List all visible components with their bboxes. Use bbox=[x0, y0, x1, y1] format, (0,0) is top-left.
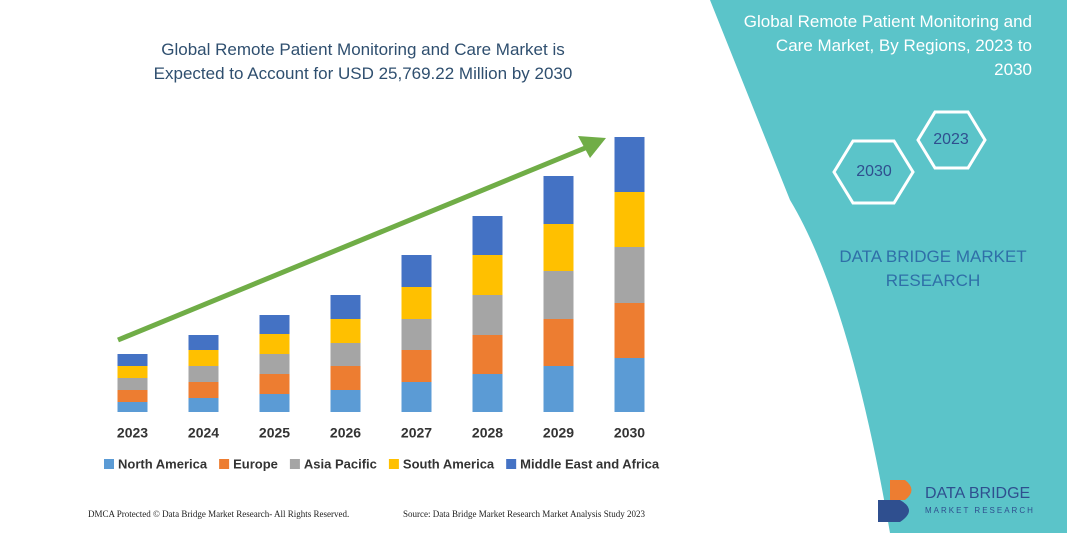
bar-segment bbox=[188, 335, 219, 350]
x-tick-label: 2027 bbox=[401, 425, 432, 441]
trend-arrow-head bbox=[578, 136, 606, 158]
x-tick-label: 2024 bbox=[188, 425, 219, 441]
chart-title: Global Remote Patient Monitoring and Car… bbox=[153, 40, 573, 83]
bar-segment bbox=[330, 319, 361, 343]
legend-swatch bbox=[219, 459, 230, 469]
legend-label: North America bbox=[118, 456, 208, 471]
legend-swatch bbox=[104, 459, 114, 469]
hexagon bbox=[832, 139, 915, 205]
x-tick-label: 2025 bbox=[259, 425, 290, 441]
bar-segment bbox=[330, 295, 361, 319]
footer-right: Source: Data Bridge Market Research Mark… bbox=[403, 509, 645, 519]
bar-segment bbox=[117, 390, 148, 402]
bar-segment bbox=[259, 315, 290, 334]
bar-segment bbox=[472, 255, 503, 295]
bar-segment bbox=[259, 374, 290, 394]
hexagon-label: 2030 bbox=[856, 163, 892, 180]
bar-segment bbox=[117, 402, 148, 412]
x-tick-label: 2023 bbox=[117, 425, 148, 441]
bar-segment bbox=[543, 366, 574, 412]
bar-segment bbox=[117, 378, 148, 390]
bar-segment bbox=[259, 354, 290, 374]
logo-mark bbox=[890, 480, 912, 500]
logo-name: DATA BRIDGE bbox=[925, 485, 1030, 502]
logo-mark bbox=[878, 500, 909, 522]
side-title: Global Remote Patient Monitoring and Car… bbox=[743, 12, 1032, 79]
bar-segment bbox=[117, 354, 148, 366]
bar-segment bbox=[472, 335, 503, 374]
bar-segment bbox=[330, 343, 361, 366]
legend-label: South America bbox=[403, 456, 495, 471]
legend-swatch bbox=[388, 459, 399, 469]
hexagon-label: 2023 bbox=[933, 131, 969, 148]
bar-segment bbox=[543, 271, 574, 319]
legend-swatch bbox=[289, 459, 300, 469]
bar-segment bbox=[401, 319, 432, 350]
side-brand: DATA BRIDGE MARKET RESEARCH bbox=[839, 247, 1027, 290]
bar-segment bbox=[614, 247, 645, 303]
bar-segment bbox=[614, 137, 645, 192]
legend-label: Middle East and Africa bbox=[520, 456, 660, 471]
bar-segment bbox=[614, 192, 645, 247]
logo-tagline: MARKET RESEARCH bbox=[925, 506, 1035, 515]
bar-segment bbox=[614, 303, 645, 358]
legend-label: Europe bbox=[233, 456, 278, 471]
bar-segment bbox=[543, 224, 574, 271]
bar-segment bbox=[401, 255, 432, 287]
bar-segment bbox=[472, 216, 503, 255]
bar-segment bbox=[117, 366, 148, 378]
bar-segment bbox=[259, 334, 290, 354]
x-tick-label: 2028 bbox=[472, 425, 503, 441]
bar-segment bbox=[472, 295, 503, 335]
bar-segment bbox=[543, 319, 574, 366]
bar-segment bbox=[259, 394, 290, 412]
x-tick-label: 2030 bbox=[614, 425, 645, 441]
bar-segment bbox=[188, 398, 219, 412]
bar-segment bbox=[330, 366, 361, 390]
hexagon bbox=[916, 110, 987, 170]
bar-segment bbox=[472, 374, 503, 412]
bar-segment bbox=[401, 350, 432, 382]
bar-segment bbox=[188, 382, 219, 398]
trend-arrow bbox=[117, 143, 591, 343]
x-tick-label: 2029 bbox=[543, 425, 574, 441]
side-panel-bg bbox=[710, 0, 1067, 533]
bar-segment bbox=[330, 390, 361, 412]
bar-segment bbox=[188, 350, 219, 366]
bar-segment bbox=[401, 287, 432, 319]
bar-segment bbox=[401, 382, 432, 412]
bar-segment bbox=[543, 176, 574, 224]
legend-label: Asia Pacific bbox=[304, 456, 377, 471]
footer-left: DMCA Protected © Data Bridge Market Rese… bbox=[88, 509, 349, 519]
x-tick-label: 2026 bbox=[330, 425, 361, 441]
bar-segment bbox=[188, 366, 219, 382]
legend-swatch bbox=[506, 459, 517, 469]
bar-segment bbox=[614, 358, 645, 412]
